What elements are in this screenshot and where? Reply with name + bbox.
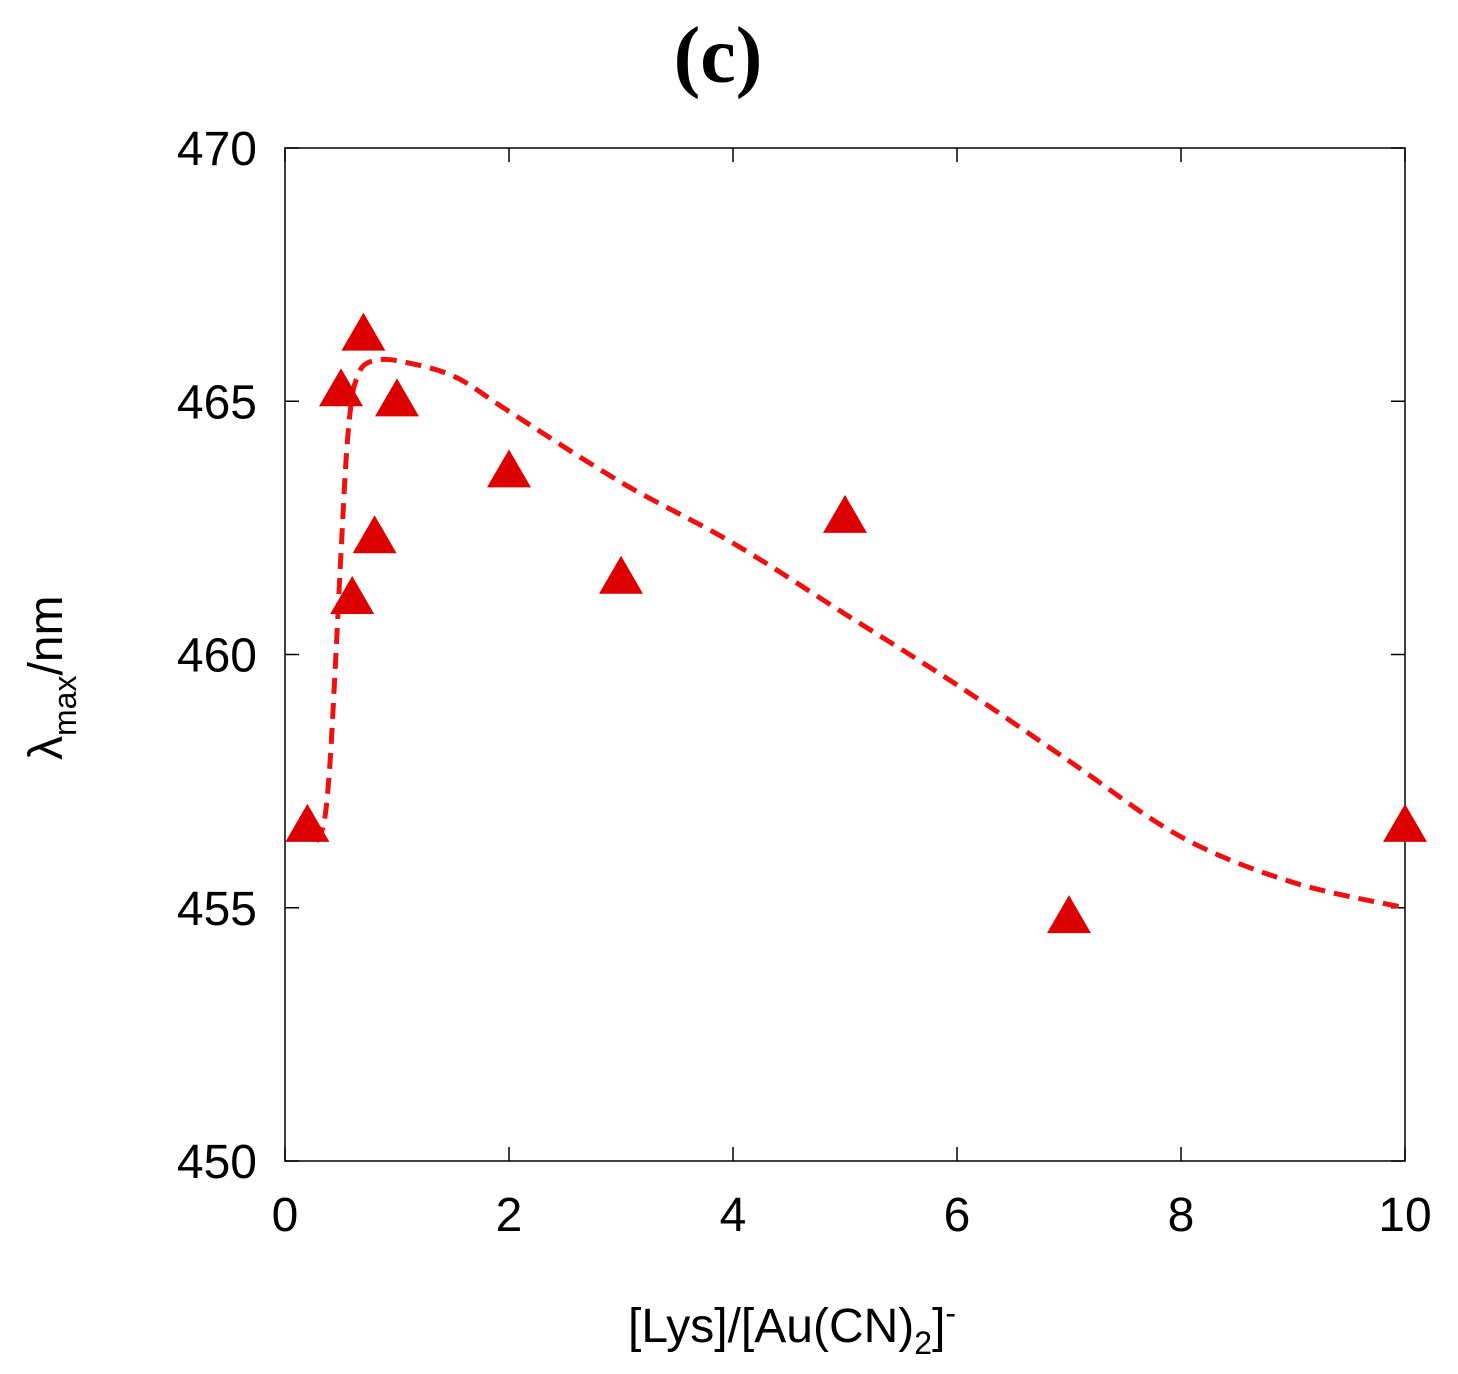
data-point-triangle [1383,803,1427,842]
data-point-triangle [319,368,363,407]
data-markers [285,312,1427,934]
y-axis-label: λmax/nm [20,596,83,760]
x-tick-label: 2 [496,1189,523,1242]
x-axis-label-sub: 2 [914,1325,932,1361]
y-axis-ticks: 450 455 460 465 470 [177,123,1405,1189]
x-tick-label: 8 [1168,1189,1195,1242]
x-axis-label: [Lys]/[Au(CN)2]- [628,1295,956,1361]
x-tick-label: 10 [1378,1189,1431,1242]
data-point-triangle [1047,895,1091,934]
y-tick-label: 455 [177,883,257,936]
y-axis-label-sub: max [47,676,83,736]
y-tick-label: 465 [177,376,257,429]
x-axis-ticks: 0 2 4 6 8 10 [272,148,1432,1242]
x-tick-label: 0 [272,1189,299,1242]
y-axis-label-symbol: λ [20,736,73,760]
y-tick-label: 450 [177,1136,257,1189]
x-tick-label: 4 [720,1189,747,1242]
plot-frame [284,147,1406,1162]
data-point-triangle [375,378,419,417]
x-axis-label-main: [Lys]/[Au(CN) [628,1300,914,1353]
data-point-triangle [352,515,397,554]
data-point-triangle [823,494,867,533]
data-point-triangle [330,576,375,614]
y-axis-label-unit: /nm [20,596,73,676]
fit-curve [314,356,1406,911]
y-tick-label: 460 [177,630,257,683]
x-axis-label-sup: - [945,1295,956,1331]
data-point-triangle [285,803,330,842]
x-axis-label-main2: ] [932,1300,945,1353]
fit-curve-layer [314,356,1406,911]
x-tick-label: 6 [944,1189,971,1242]
panel-label: (c) [674,12,763,100]
data-point-triangle [341,312,386,351]
y-tick-label: 470 [177,123,257,176]
data-point-triangle [599,555,643,594]
data-point-triangle [487,449,531,488]
